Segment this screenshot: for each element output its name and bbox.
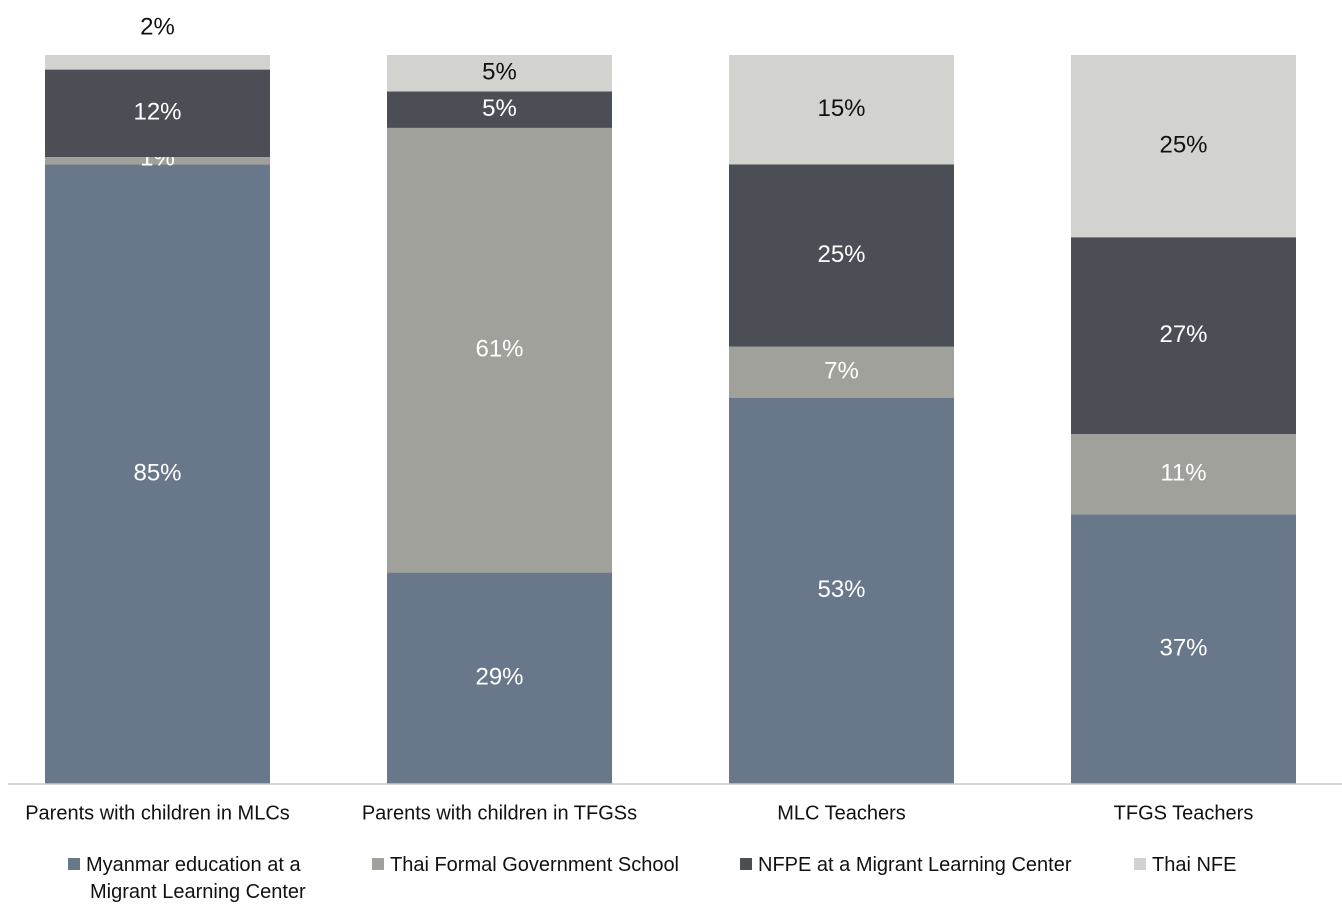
legend-label: Thai Formal Government School: [390, 854, 680, 876]
bar-segment: [387, 127, 612, 573]
legend-item: Thai Formal Government School: [372, 852, 679, 879]
bar-segment: [729, 55, 954, 165]
data-label: 2%: [140, 13, 175, 40]
legend-item: Thai NFE: [1134, 852, 1236, 879]
bar-segment: [1071, 237, 1296, 435]
bar-segment: [387, 572, 612, 784]
legend-swatch: [68, 858, 80, 870]
bar-segment: [45, 157, 270, 165]
data-label: 27%: [1159, 321, 1207, 348]
x-tick-labels: Parents with children in MLCs Parents wit…: [25, 802, 1253, 824]
data-label: 5%: [482, 59, 517, 86]
x-tick-label: Parents with children in MLCs: [25, 802, 290, 824]
legend-item: NFPE at a Migrant Learning Center: [740, 852, 1072, 879]
data-label: 29%: [475, 664, 523, 691]
bar-segment: [45, 164, 270, 785]
legend-item: Myanmar education at a Migrant Learning C…: [68, 852, 306, 906]
data-label: 85%: [133, 460, 181, 487]
legend: Myanmar education at a Migrant Learning C…: [0, 852, 1342, 903]
data-label: 25%: [817, 241, 865, 268]
bars-group: 85%1%12%2%29%61%5%5%53%7%25%15%37%11%27%…: [45, 13, 1296, 785]
data-label: 15%: [817, 95, 865, 122]
x-tick-label: Parents with children in TFGSs: [362, 802, 637, 824]
bar-segment: [1071, 434, 1296, 515]
bar-segment: [45, 55, 270, 70]
data-label: 5%: [482, 95, 517, 122]
bar-segment: [729, 164, 954, 347]
legend-label: Thai NFE: [1152, 854, 1237, 876]
legend-label: NFPE at a Migrant Learning Center: [758, 854, 1072, 876]
legend-swatch: [740, 858, 752, 870]
data-label: 53%: [817, 576, 865, 603]
data-label: 25%: [1159, 131, 1207, 158]
bar-segment: [1071, 514, 1296, 784]
x-tick-label: TFGS Teachers: [1114, 802, 1254, 824]
stacked-bar-chart: 85%1%12%2%29%61%5%5%53%7%25%15%37%11%27%…: [8, 13, 1342, 824]
data-label: 11%: [1160, 460, 1206, 487]
bar-segment: [387, 55, 612, 92]
legend-label: Myanmar education at a Migrant Learning C…: [86, 854, 306, 903]
data-label: 61%: [475, 336, 523, 363]
data-label: 7%: [824, 357, 859, 384]
bar-segment: [729, 346, 954, 398]
x-tick-label: MLC Teachers: [777, 802, 906, 824]
legend-swatch: [1134, 858, 1146, 870]
data-label: 37%: [1159, 634, 1207, 661]
legend-swatch: [372, 858, 384, 870]
bar-segment: [729, 397, 954, 784]
bar-segment: [45, 69, 270, 158]
bar-segment: [387, 91, 612, 128]
bar-segment: [1071, 55, 1296, 238]
data-label: 12%: [133, 99, 181, 126]
